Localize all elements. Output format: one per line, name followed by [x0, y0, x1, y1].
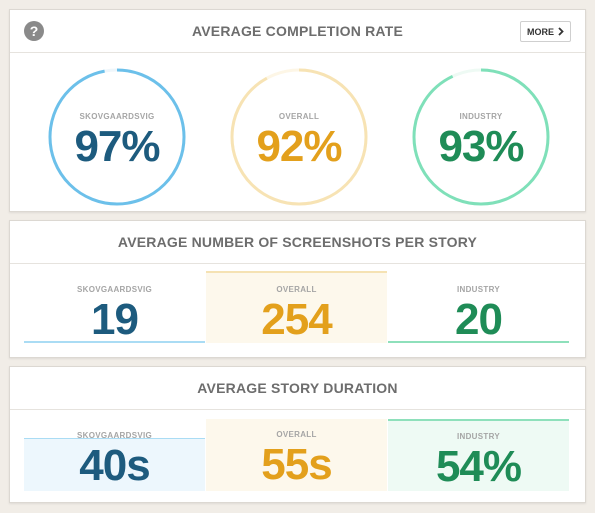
more-button-label: MORE — [527, 26, 554, 37]
screenshots-value-skovgaardsvig: 19 — [91, 295, 139, 344]
completion-ring-industry: INDUSTRY 93% — [410, 66, 552, 208]
completion-label-skovgaardsvig: SKOVGAARDSVIG — [79, 112, 155, 121]
screenshots-value-overall: 254 — [261, 295, 332, 344]
screenshots-value-industry: 20 — [455, 295, 503, 344]
completion-ring-overall: OVERALL 92% — [228, 66, 370, 208]
completion-ring-skovgaardsvig: SKOVGAARDSVIG 97% — [46, 66, 188, 208]
chevron-right-icon — [558, 27, 564, 36]
completion-ring-arc-industry — [412, 68, 550, 206]
screenshots-col-overall: OVERALL 254 — [206, 271, 387, 344]
completion-value-industry: 93% — [438, 122, 524, 171]
duration-card: AVERAGE STORY DURATION SKOVGAARDSVIG 40s… — [9, 366, 586, 503]
duration-header: AVERAGE STORY DURATION — [10, 367, 585, 410]
duration-value-overall: 55s — [261, 440, 332, 489]
completion-label-industry: INDUSTRY — [459, 112, 503, 121]
completion-ring-arc-overall — [230, 68, 368, 206]
screenshots-col-skovgaardsvig: SKOVGAARDSVIG 19 — [24, 273, 205, 344]
screenshots-label-overall: OVERALL — [276, 285, 317, 294]
completion-ring-arc-skovgaardsvig — [48, 68, 186, 206]
completion-value-skovgaardsvig: 97% — [74, 122, 160, 171]
completion-rate-card: ? AVERAGE COMPLETION RATE MORE SKOVGAARD… — [9, 9, 586, 212]
screenshots-title: AVERAGE NUMBER OF SCREENSHOTS PER STORY — [117, 234, 478, 250]
screenshots-label-skovgaardsvig: SKOVGAARDSVIG — [76, 285, 153, 294]
duration-label-overall: OVERALL — [276, 430, 317, 439]
duration-value-industry: 54% — [435, 442, 522, 491]
screenshots-header: AVERAGE NUMBER OF SCREENSHOTS PER STORY — [10, 221, 585, 264]
duration-col-skovgaardsvig: SKOVGAARDSVIG 40s — [24, 431, 205, 491]
question-icon[interactable]: ? — [24, 21, 44, 41]
duration-col-industry: INDUSTRY 54% — [388, 419, 569, 491]
screenshots-col-industry: INDUSTRY 20 — [388, 273, 569, 344]
duration-label-skovgaardsvig: SKOVGAARDSVIG — [76, 431, 153, 440]
completion-rate-header: ? AVERAGE COMPLETION RATE MORE — [10, 10, 585, 53]
completion-label-overall: OVERALL — [278, 112, 320, 121]
screenshots-card: AVERAGE NUMBER OF SCREENSHOTS PER STORY … — [9, 220, 586, 358]
duration-title: AVERAGE STORY DURATION — [197, 380, 398, 396]
duration-label-industry: INDUSTRY — [457, 432, 500, 441]
duration-col-overall: OVERALL 55s — [206, 419, 387, 491]
completion-value-overall: 92% — [256, 122, 342, 171]
screenshots-label-industry: INDUSTRY — [457, 285, 500, 294]
more-button[interactable]: MORE — [520, 21, 571, 42]
completion-rate-title: AVERAGE COMPLETION RATE — [192, 23, 403, 39]
duration-value-skovgaardsvig: 40s — [79, 441, 150, 490]
